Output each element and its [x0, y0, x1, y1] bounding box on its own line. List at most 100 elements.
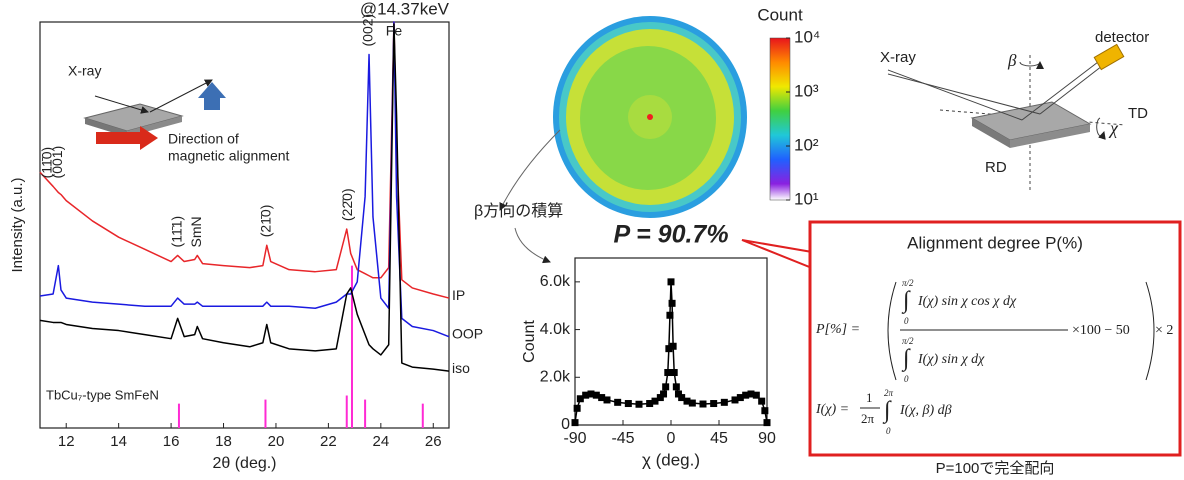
- formula: π/2: [902, 336, 914, 346]
- marker: [660, 390, 668, 398]
- rotation: [1019, 61, 1044, 70]
- peak-label: (001): [49, 146, 65, 179]
- legend-label: OOP: [452, 325, 483, 341]
- beam: [1021, 61, 1099, 121]
- box-title: Alignment degree P(%): [907, 233, 1083, 252]
- marker: [635, 400, 643, 408]
- label: RD: [985, 159, 1007, 176]
- formula: × 2: [1155, 323, 1173, 338]
- label: magnetic alignment: [168, 148, 290, 164]
- marker: [731, 396, 739, 404]
- formula-box: Alignment degree P(%) P[%] = ∫ π/2 0 I(χ…: [741, 220, 1182, 477]
- label: detector: [1095, 29, 1149, 46]
- x-tick-label: 24: [372, 433, 389, 450]
- beam: [887, 69, 1023, 121]
- formula: I(χ) sin χ dχ: [917, 352, 985, 367]
- arrow: [499, 129, 561, 211]
- marker: [720, 398, 728, 406]
- pole-figure: Count β方向の積算: [474, 5, 803, 264]
- label: Direction of: [168, 131, 239, 147]
- rotation: [1096, 117, 1106, 140]
- colorbar: [769, 37, 791, 201]
- chart-title: @14.37keV: [360, 0, 450, 18]
- marker: [672, 383, 680, 391]
- marker: [747, 390, 755, 398]
- label: X-ray: [68, 63, 101, 79]
- arrow: [149, 79, 213, 113]
- formula: 0: [904, 374, 909, 384]
- marker: [573, 404, 581, 412]
- colorbar-title: Count: [757, 5, 803, 24]
- marker: [666, 311, 674, 319]
- colorbar-tick-label: 10⁴: [794, 27, 820, 46]
- legend-label: iso: [452, 360, 470, 376]
- label: χ: [1108, 118, 1119, 138]
- formula: ×100 − 50: [1072, 323, 1130, 338]
- reference-label: TbCu₇-type SmFeN: [46, 387, 159, 402]
- marker: [592, 391, 600, 399]
- formula: P[%] =: [815, 322, 860, 337]
- x-tick-label: 14: [110, 433, 127, 450]
- ip-arrow: [96, 126, 158, 150]
- colorbar-tick-label: 10¹: [794, 189, 819, 208]
- marker: [624, 400, 632, 408]
- marker: [669, 342, 677, 350]
- annotation: P = 90.7%: [613, 221, 728, 249]
- marker: [674, 390, 682, 398]
- pole-center: [647, 114, 653, 120]
- peak-label: (22̄0): [339, 188, 355, 221]
- x-axis-label: χ (deg.): [642, 450, 700, 469]
- marker: [603, 396, 611, 404]
- marker: [763, 419, 771, 427]
- formula: ∫: [882, 398, 892, 425]
- box: [808, 220, 1182, 457]
- sample-side: [972, 118, 1010, 148]
- formula: 0: [886, 426, 891, 436]
- formula: 2π: [861, 411, 875, 426]
- peak-label: Fe: [386, 23, 403, 39]
- marker: [683, 397, 691, 405]
- marker: [582, 391, 590, 399]
- x-tick-label: 26: [425, 433, 442, 450]
- marker: [678, 394, 686, 402]
- paren: [1145, 281, 1155, 381]
- peak-label: (21̄0): [257, 205, 273, 238]
- marker: [664, 369, 672, 377]
- formula: 0: [904, 316, 909, 326]
- formula: I(χ, β) dβ: [899, 403, 952, 418]
- y-axis-label: Count: [521, 320, 538, 363]
- y-tick-label: 6.0k: [540, 273, 571, 290]
- geometry: X-ray detector β TD χ RD: [880, 29, 1149, 190]
- y-tick-label: 4.0k: [540, 321, 571, 338]
- beam: [887, 73, 1041, 115]
- marker: [662, 383, 670, 391]
- marker: [598, 394, 606, 402]
- label: TD: [1128, 105, 1148, 122]
- arrow: [94, 95, 149, 114]
- paren: [887, 281, 897, 381]
- peak-label: (002): [360, 14, 376, 47]
- colorbar-tick-label: 10²: [794, 135, 819, 154]
- formula: π/2: [902, 278, 914, 288]
- inset: X-ray Direction of magnetic alignment: [68, 63, 290, 164]
- peak-label: (11̄1): [168, 216, 184, 248]
- marker: [587, 390, 595, 398]
- colorbar-tick-label: 10³: [794, 81, 819, 100]
- formula: 1: [866, 390, 873, 405]
- sample-side: [1010, 124, 1090, 148]
- formula: 2π: [884, 388, 894, 398]
- series-line: [39, 23, 450, 372]
- marker: [670, 369, 678, 377]
- label: X-ray: [880, 49, 916, 66]
- legend-label: IP: [452, 287, 465, 303]
- marker: [667, 278, 675, 286]
- marker: [656, 394, 664, 402]
- x-axis-label: 2θ (deg.): [212, 455, 276, 472]
- formula: I(χ) sin χ cos χ dχ: [917, 294, 1017, 309]
- marker: [614, 398, 622, 406]
- formula: ∫: [901, 346, 911, 373]
- x-tick-label: 12: [58, 433, 75, 450]
- label: β: [1007, 51, 1017, 70]
- caption: P=100で完全配向: [936, 459, 1055, 477]
